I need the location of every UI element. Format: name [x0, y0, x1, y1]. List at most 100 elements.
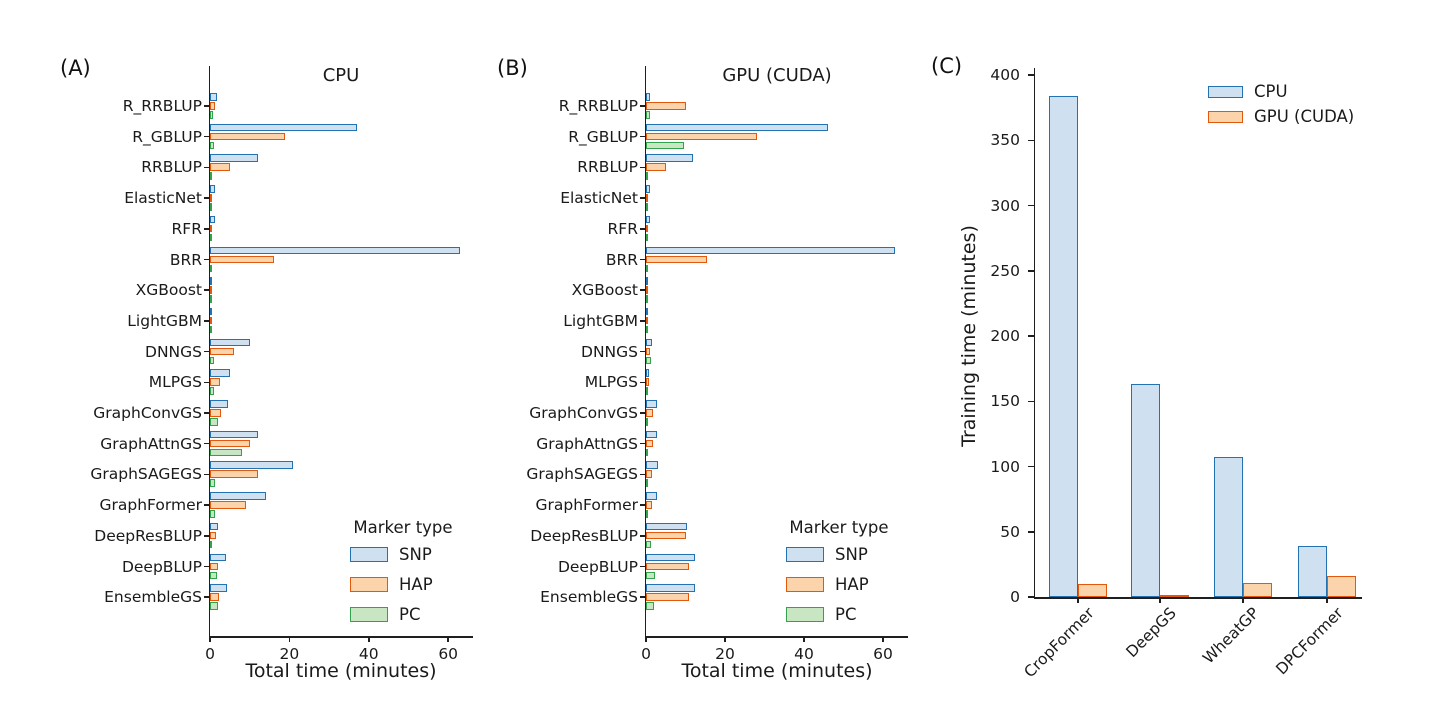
- panel-c-ytick-label: 150: [990, 392, 1020, 411]
- panel-a-bar-hap: [210, 102, 216, 110]
- panel-a-bar-hap: [210, 531, 216, 540]
- panel-a-bar-hap: [210, 224, 213, 233]
- panel-b-bar-snp: [646, 123, 828, 132]
- panel-a-cat-tick: [204, 412, 210, 414]
- panel-b-cat-tick: [640, 350, 646, 353]
- panel-c-bar-cpu: [1131, 384, 1160, 597]
- panel-b-bar-snp: [646, 584, 696, 592]
- panel-c-legend: CPU GPU (CUDA): [1208, 79, 1428, 129]
- panel-a-cat-label: GraphFormer: [99, 496, 203, 515]
- panel-a-bar-snp: [210, 369, 230, 377]
- panel-b-bar-pc: [646, 325, 649, 334]
- panel-a-cat-tick: [204, 596, 210, 598]
- panel-a-bar-hap: [210, 194, 213, 202]
- panel-b-cat-label: R_GBLUP: [568, 127, 638, 146]
- panel-b-bar-hap: [646, 316, 649, 325]
- panel-a-legend-item: SNP: [337, 539, 469, 569]
- panel-b-bar-snp: [646, 246, 895, 254]
- panel-c-xtick: [1242, 598, 1244, 603]
- panel-b-bar-pc: [646, 448, 649, 457]
- panel-b-cat-tick: [640, 442, 646, 445]
- legend-label-hap: HAP: [399, 574, 433, 594]
- panel-a-bar-pc: [210, 203, 213, 211]
- panel-b-xaxis-spine: [644, 636, 908, 638]
- panel-b-xlabel: Total time (minutes): [681, 660, 873, 682]
- panel-b-cat-tick: [640, 228, 646, 230]
- panel-a-bar-pc: [210, 295, 213, 303]
- legend-swatch-snp: [786, 546, 824, 562]
- panel-b-bar-hap: [646, 470, 653, 478]
- legend-label-snp: SNP: [835, 544, 868, 564]
- panel-a-cat-tick: [204, 228, 210, 230]
- panel-b-cat-tick: [640, 504, 646, 506]
- panel-b-xtick: [803, 637, 805, 642]
- panel-a-bar-hap: [210, 132, 286, 141]
- panel-b-cat-label: MLPGS: [584, 373, 638, 392]
- panel-b-xtick-label: 60: [873, 645, 893, 663]
- panel-a-bar-snp: [210, 246, 461, 254]
- legend-label-hap: HAP: [835, 574, 869, 594]
- panel-b-bar-pc: [646, 111, 650, 119]
- panel-b-bar-pc: [646, 295, 649, 303]
- legend-label-snp: SNP: [399, 544, 432, 564]
- panel-a-bar-snp: [210, 307, 213, 316]
- panel-a-title: CPU: [322, 65, 360, 86]
- panel-a-cat-label: R_RRBLUP: [122, 97, 202, 115]
- panel-a-bar-pc: [210, 540, 213, 549]
- panel-b-cat-label: GraphConvGS: [529, 404, 638, 422]
- panel-c-bar-gpu: [1078, 583, 1107, 597]
- panel-b-legend-item: SNP: [773, 539, 905, 569]
- panel-a-bar-snp: [210, 553, 226, 561]
- panel-b-bar-pc: [646, 540, 651, 549]
- panel-b-cat-tick: [640, 320, 646, 322]
- panel-a-bar-hap: [210, 378, 220, 386]
- panel-a-bar-snp: [210, 277, 213, 285]
- panel-c-bar-cpu: [1049, 95, 1078, 597]
- panel-c-xtick: [1159, 598, 1161, 603]
- panel-b-bar-snp: [646, 430, 658, 439]
- panel-a-xtick-label: 40: [358, 645, 379, 663]
- panel-c-ytick: [1028, 596, 1035, 598]
- panel-b-cat-tick: [640, 197, 646, 199]
- panel-b-title: GPU (CUDA): [722, 65, 832, 86]
- panel-a-cat-label: DeepBLUP: [121, 557, 202, 576]
- panel-c-letter: (C): [931, 54, 963, 78]
- panel-a-cat-label: GraphSAGEGS: [90, 465, 202, 484]
- panel-a-bar-hap: [210, 501, 246, 509]
- panel-a-legend-item: PC: [337, 599, 469, 629]
- panel-b-cat-label: DeepBLUP: [557, 557, 638, 576]
- panel-b-cat-tick: [640, 412, 646, 414]
- panel-b-bar-snp: [646, 215, 651, 224]
- panel-a-bar-snp: [210, 123, 357, 132]
- panel-b-legend: Marker type SNP HAP PC: [773, 517, 905, 629]
- panel-b-bar-pc: [646, 172, 649, 180]
- panel-c-ytick-label: 100: [990, 457, 1020, 476]
- panel-c-ytick: [1028, 74, 1035, 76]
- panel-a-bar-pc: [210, 111, 213, 119]
- panel-b-cat-label: RRBLUP: [577, 158, 638, 177]
- panel-b-legend-item: PC: [773, 599, 905, 629]
- panel-b-bar-snp: [646, 400, 658, 408]
- panel-b-cat-tick: [640, 166, 646, 169]
- panel-b-bar-snp: [646, 154, 694, 162]
- panel-b-cat-label: BRR: [605, 250, 638, 269]
- panel-a-bar-pc: [210, 387, 214, 395]
- panel-a-bar-hap: [210, 316, 213, 325]
- panel-a-cat-tick: [204, 350, 210, 353]
- panel-c-xtick: [1077, 598, 1079, 603]
- legend-swatch-pc: [350, 606, 388, 622]
- panel-c-ytick-label: 400: [990, 66, 1020, 84]
- panel-a-bar-snp: [210, 215, 215, 224]
- panel-b-cat-label: XGBoost: [571, 281, 638, 300]
- panel-c-bar-gpu: [1160, 595, 1189, 597]
- panel-b-cat-label: GraphFormer: [535, 496, 639, 515]
- panel-b-letter: (B): [497, 56, 528, 80]
- panel-b-bar-pc: [646, 602, 654, 610]
- panel-b-cat-tick: [640, 535, 646, 537]
- panel-b-bar-snp: [646, 185, 651, 193]
- panel-a-cat-label: LightGBM: [127, 311, 202, 330]
- panel-a-bar-snp: [210, 522, 218, 531]
- panel-b-bar-hap: [646, 593, 689, 601]
- panel-c-bar-gpu: [1243, 582, 1272, 597]
